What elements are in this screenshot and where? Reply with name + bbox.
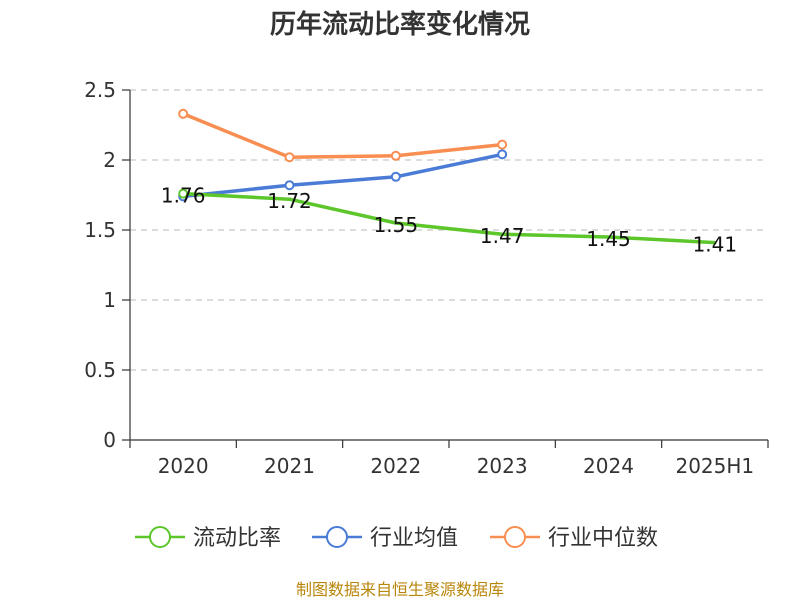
data-point [390,150,401,161]
legend-item-1[interactable]: 流动比率 [135,526,281,551]
series-line [181,112,504,159]
source-note: 制图数据来自恒生聚源数据库 [296,580,504,599]
x-tick-label: 2024 [583,454,634,478]
legend-marker [504,526,526,548]
series-line [181,152,504,199]
x-tick-label: 2025H1 [675,454,754,478]
data-point [178,188,189,199]
x-tick-label: 2022 [370,454,421,478]
legend-label: 行业中位数 [548,526,658,551]
x-tick-label: 2023 [477,454,528,478]
axes: 0 0.5 1 1.5 2 2.5 2020 2021 2022 2023 2024 2025H1 [84,78,769,478]
series-line [181,191,717,245]
legend-item-2[interactable]: 行业均值 [312,526,458,551]
legend-marker [326,526,348,548]
data-point [284,180,295,191]
legend-label: 流动比率 [193,526,281,551]
legend[interactable]: 流动比率 行业均值 行业中位数 [135,526,658,551]
series-3 [178,108,508,163]
data-label: 1.41 [693,233,738,257]
data-label: 1.45 [586,227,631,251]
data-point [284,152,295,163]
y-tick-label: 1.5 [84,218,116,242]
data-point [497,149,508,160]
data-point [497,139,508,150]
y-tick-label: 1 [103,288,116,312]
data-labels: 1.76 1.72 1.55 1.47 1.45 1.41 [161,184,737,257]
data-label: 1.55 [374,213,419,237]
y-tick-label: 2 [103,148,116,172]
legend-item-3[interactable]: 行业中位数 [490,526,658,551]
y-tick-label: 2.5 [84,78,116,102]
data-label: 1.76 [161,184,206,208]
series-layer [178,108,717,245]
x-tick-label: 2020 [158,454,209,478]
chart-title: 历年流动比率变化情况 [270,9,530,40]
legend-marker [149,526,171,548]
data-label: 1.47 [480,224,525,248]
legend-label: 行业均值 [370,526,458,551]
data-point [178,108,189,119]
x-tick-label: 2021 [264,454,315,478]
series-1 [178,188,717,245]
y-tick-label: 0.5 [84,358,116,382]
data-label: 1.72 [267,189,312,213]
data-point [390,171,401,182]
y-tick-label: 0 [103,428,116,452]
